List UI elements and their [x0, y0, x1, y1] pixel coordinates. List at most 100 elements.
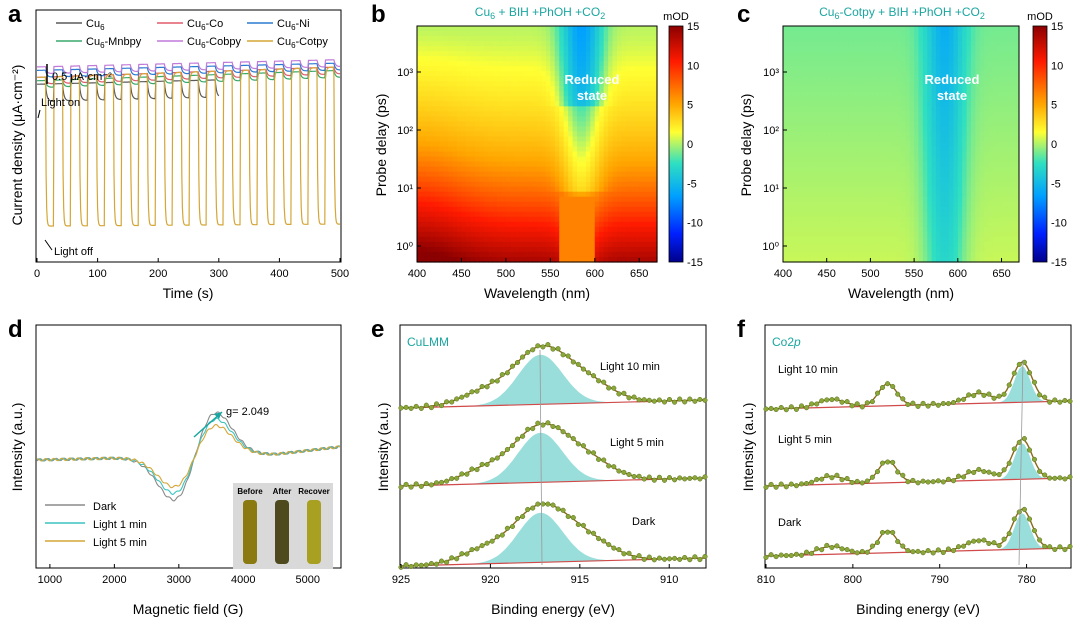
b-heat-cell-46-12 [470, 256, 476, 263]
b-heat-cell-37-52 [648, 211, 654, 218]
b-heat-cell-13-4 [434, 91, 440, 97]
b-heat-cell-27-3 [430, 161, 436, 168]
c-heat-cell-9-25 [892, 71, 898, 77]
c-heat-cell-42-14 [844, 236, 850, 243]
c-heat-cell-4-43 [970, 46, 976, 52]
c-heat-cell-9-15 [848, 71, 854, 77]
b-heat-cell-38-29 [545, 216, 551, 223]
c-heat-cell-30-43 [970, 176, 976, 183]
c-heat-cell-25-3 [796, 151, 802, 158]
b-heat-cell-8-38 [585, 66, 591, 72]
b-heat-cell-17-7 [448, 111, 454, 117]
c-heat-cell-41-30 [914, 231, 920, 238]
b-heat-cell-43-40 [594, 241, 600, 248]
b-heat-cell-17-51 [643, 111, 649, 117]
b-heat-cell-37-41 [599, 211, 605, 218]
b-heat-cell-10-51 [643, 76, 649, 82]
b-heat-cell-13-21 [510, 91, 516, 97]
c-heat-cell-10-45 [979, 76, 985, 82]
b-heat-cell-35-28 [541, 201, 547, 208]
c-heat-cell-15-52 [1010, 101, 1016, 107]
c-heat-cell-25-29 [909, 151, 915, 158]
b-heat-cell-14-35 [572, 96, 578, 102]
b-heat-cell-23-37 [581, 141, 587, 148]
c-heat-cell-30-47 [988, 176, 994, 183]
b-heat-cell-12-26 [532, 86, 538, 92]
b-heat-cell-35-33 [563, 201, 569, 208]
b-heat-cell-27-29 [545, 161, 551, 168]
c-heat-cell-13-5 [804, 91, 810, 97]
b-heat-cell-1-7 [448, 31, 454, 37]
b-heat-cell-20-23 [519, 126, 525, 133]
b-heat-cell-2-11 [465, 36, 471, 42]
c-heat-cell-4-36 [940, 46, 946, 52]
c-heat-cell-22-28 [905, 136, 911, 143]
b-heat-cell-29-41 [599, 171, 605, 178]
b-heat-cell-26-8 [452, 156, 458, 163]
b-heat-cell-14-13 [474, 96, 480, 102]
b-heat-cell-6-38 [585, 56, 591, 62]
b-heat-cell-35-52 [648, 201, 654, 208]
c-heat-cell-40-18 [861, 226, 867, 233]
b-heat-cell-46-27 [537, 256, 543, 263]
b-heat-cell-32-1 [421, 186, 427, 193]
b-heat-cell-38-37 [581, 216, 587, 223]
c-heat-cell-9-20 [870, 71, 876, 77]
b-heat-cell-10-37 [581, 76, 587, 82]
c-heat-cell-12-19 [866, 86, 872, 92]
c-heat-cell-4-9 [822, 46, 828, 52]
c-heat-cell-5-42 [966, 51, 972, 57]
b-heat-cell-27-38 [585, 161, 591, 168]
c-heat-cell-0-39 [953, 26, 959, 32]
b-heat-cell-18-46 [621, 116, 627, 122]
b-heat-cell-8-33 [563, 66, 569, 72]
c-heat-cell-40-48 [992, 226, 998, 233]
c-heat-cell-35-46 [984, 201, 990, 208]
b-heat-cell-26-35 [572, 156, 578, 163]
b-heat-cell-25-38 [585, 151, 591, 158]
b-heat-cell-4-10 [461, 46, 467, 52]
b-heat-cell-13-0 [417, 91, 423, 97]
panel-label-d: d [8, 316, 23, 343]
b-heat-cell-20-7 [448, 126, 454, 133]
b-heat-cell-35-43 [608, 201, 614, 208]
c-heat-cell-10-27 [901, 76, 906, 82]
b-heat-cell-41-21 [510, 231, 516, 238]
c-heat-cell-8-24 [887, 66, 893, 72]
c-heat-cell-8-23 [883, 66, 889, 72]
c-heat-cell-10-18 [861, 76, 867, 82]
b-heat-cell-6-20 [505, 56, 511, 62]
b-heat-cell-3-43 [608, 41, 614, 47]
b-heat-cell-1-26 [532, 31, 538, 37]
b-heat-cell-8-51 [643, 66, 649, 72]
b-heat-cell-33-6 [443, 191, 449, 198]
b-heat-cell-45-49 [634, 251, 640, 258]
b-heat-cell-32-44 [612, 186, 618, 193]
b-heat-cell-42-52 [648, 236, 654, 243]
c-heat-cell-25-36 [940, 151, 946, 158]
c-heat-cell-31-47 [988, 181, 994, 188]
b-heat-cell-7-6 [443, 61, 449, 67]
c-heat-cell-33-28 [905, 191, 911, 198]
c-heat-cell-40-31 [918, 226, 924, 233]
c-heat-cell-28-21 [874, 166, 880, 173]
c-heat-cell-0-38 [949, 26, 955, 32]
b-heat-cell-21-3 [430, 131, 436, 138]
b-heat-cell-12-51 [643, 86, 649, 92]
b-heat-cell-28-38 [585, 166, 591, 173]
c-heat-cell-12-27 [901, 86, 906, 92]
c-heat-cell-7-43 [970, 61, 976, 67]
c-heat-cell-19-14 [844, 121, 850, 128]
b-heat-cell-31-38 [585, 181, 591, 188]
b-heat-cell-6-45 [617, 56, 623, 62]
b-heat-cell-12-41 [599, 86, 605, 92]
b-heat-cell-26-41 [599, 156, 605, 163]
c-heat-cell-38-25 [892, 216, 898, 223]
b-heat-cell-11-52 [648, 81, 654, 87]
c-heat-cell-8-33 [927, 66, 933, 72]
b-heat-cell-25-11 [465, 151, 471, 158]
c-heat-cell-5-36 [940, 51, 946, 57]
b-heat-cell-31-11 [465, 181, 471, 188]
c-heat-cell-12-1 [787, 86, 793, 92]
c-heat-cell-14-3 [796, 96, 802, 102]
